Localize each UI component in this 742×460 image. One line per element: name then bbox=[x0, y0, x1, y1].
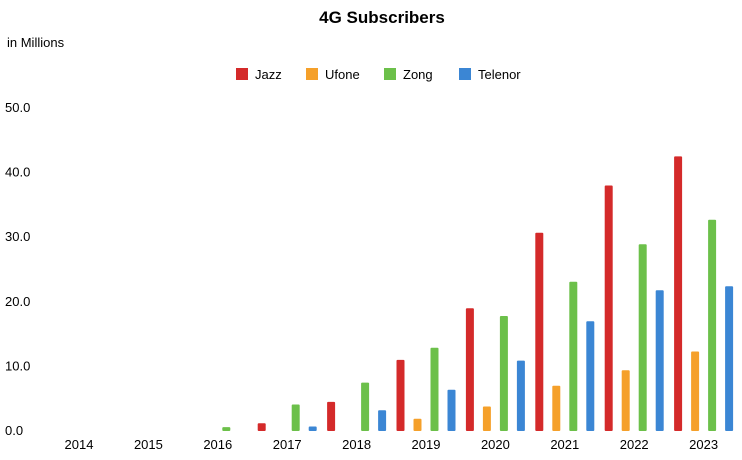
legend-label-telenor: Telenor bbox=[478, 67, 521, 82]
bar-telenor-2022 bbox=[655, 290, 664, 431]
legend-label-zong: Zong bbox=[403, 67, 433, 82]
x-tick-label: 2015 bbox=[134, 437, 163, 452]
bar-ufone-2021 bbox=[552, 385, 561, 431]
x-tick-label: 2021 bbox=[550, 437, 579, 452]
y-axis: 0.0 10.0 20.0 30.0 40.0 50.0 bbox=[5, 100, 30, 438]
bars bbox=[222, 156, 734, 431]
bar-zong-2016 bbox=[222, 427, 231, 431]
bar-telenor-2021 bbox=[586, 321, 595, 431]
bar-ufone-2020 bbox=[482, 406, 491, 431]
legend-swatch-jazz bbox=[236, 68, 248, 80]
bar-zong-2020 bbox=[499, 316, 508, 431]
bar-telenor-2018 bbox=[378, 410, 387, 431]
bar-jazz-2018 bbox=[327, 401, 336, 431]
bar-jazz-2023 bbox=[674, 156, 683, 431]
bar-telenor-2023 bbox=[725, 286, 734, 431]
legend-swatch-zong bbox=[384, 68, 396, 80]
y-tick-label: 40.0 bbox=[5, 165, 30, 180]
bar-jazz-2017 bbox=[257, 423, 266, 431]
bar-zong-2017 bbox=[291, 404, 300, 431]
bar-zong-2022 bbox=[638, 244, 647, 431]
bar-jazz-2021 bbox=[535, 232, 544, 431]
x-tick-label: 2017 bbox=[273, 437, 302, 452]
chart-title: 4G Subscribers bbox=[319, 8, 445, 27]
x-tick-label: 2016 bbox=[203, 437, 232, 452]
bar-ufone-2023 bbox=[691, 351, 700, 431]
x-tick-label: 2023 bbox=[689, 437, 718, 452]
bar-zong-2018 bbox=[361, 382, 370, 431]
x-tick-label: 2014 bbox=[65, 437, 94, 452]
y-tick-label: 50.0 bbox=[5, 100, 30, 115]
bar-jazz-2022 bbox=[604, 185, 613, 431]
bar-ufone-2022 bbox=[621, 370, 630, 431]
bar-telenor-2017 bbox=[308, 426, 317, 431]
legend-label-ufone: Ufone bbox=[325, 67, 360, 82]
bar-telenor-2020 bbox=[516, 360, 525, 431]
x-tick-label: 2022 bbox=[620, 437, 649, 452]
y-unit-label: in Millions bbox=[7, 35, 65, 50]
bar-jazz-2020 bbox=[465, 308, 474, 431]
legend: Jazz Ufone Zong Telenor bbox=[236, 67, 521, 82]
bar-telenor-2019 bbox=[447, 389, 456, 431]
x-tick-label: 2018 bbox=[342, 437, 371, 452]
bar-ufone-2019 bbox=[413, 418, 422, 431]
legend-swatch-ufone bbox=[306, 68, 318, 80]
x-tick-label: 2020 bbox=[481, 437, 510, 452]
y-tick-label: 20.0 bbox=[5, 294, 30, 309]
y-tick-label: 30.0 bbox=[5, 229, 30, 244]
bar-zong-2023 bbox=[708, 219, 717, 431]
bar-zong-2021 bbox=[569, 281, 578, 431]
bar-zong-2019 bbox=[430, 347, 439, 431]
legend-label-jazz: Jazz bbox=[255, 67, 282, 82]
y-tick-label: 10.0 bbox=[5, 358, 30, 373]
legend-swatch-telenor bbox=[459, 68, 471, 80]
x-axis: 2014 2015 2016 2017 2018 2019 2020 2021 2022 2023 bbox=[65, 437, 719, 452]
bar-jazz-2019 bbox=[396, 359, 405, 431]
y-tick-label: 0.0 bbox=[5, 423, 23, 438]
x-tick-label: 2019 bbox=[412, 437, 441, 452]
